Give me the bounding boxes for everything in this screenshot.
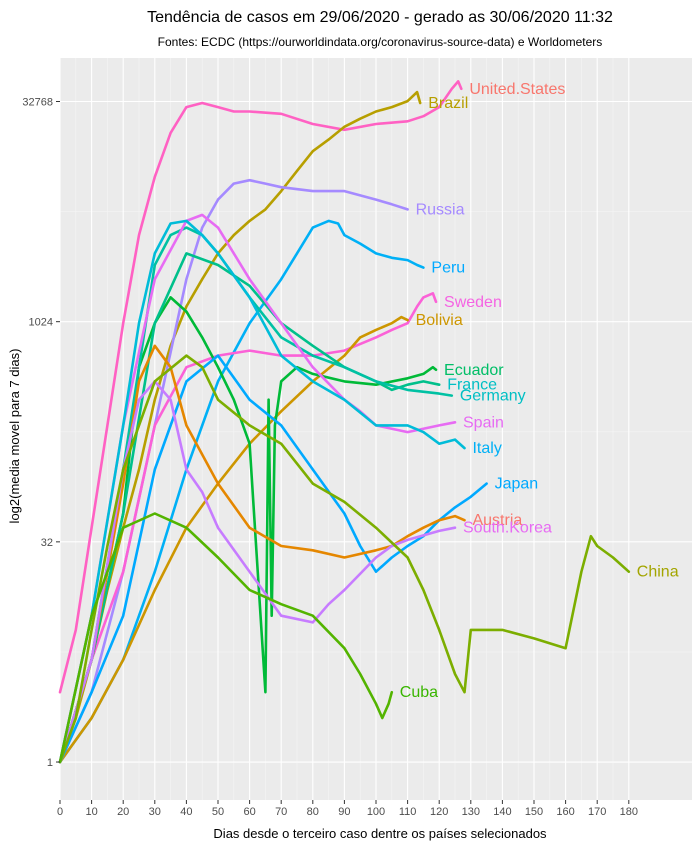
series-line-united-states (58, 80, 463, 694)
series-layer (58, 80, 631, 764)
x-tick-label: 50 (212, 806, 224, 818)
series-line-china (58, 354, 631, 764)
series-line-south-korea (58, 380, 457, 764)
series-label-ecuador: Ecuador (444, 362, 504, 379)
x-tick-label: 150 (525, 806, 543, 818)
x-tick-label: 120 (430, 806, 448, 818)
series-line-cuba (58, 512, 394, 764)
series-label-spain: Spain (463, 414, 504, 431)
series-line-austria (58, 344, 466, 764)
y-tick-label: 32 (41, 537, 53, 549)
x-tick-label: 80 (307, 806, 319, 818)
series-label-brazil: Brazil (428, 95, 468, 112)
series-label-italy: Italy (472, 440, 501, 457)
x-tick-label: 130 (462, 806, 480, 818)
series-label-austria: Austria (472, 512, 522, 529)
series-label-germany: Germany (460, 388, 526, 405)
x-tick-label: 180 (620, 806, 638, 818)
x-tick-label: 140 (493, 806, 511, 818)
series-label-japan: Japan (495, 476, 539, 493)
y-tick-label: 32768 (22, 97, 53, 109)
series-line-italy (58, 219, 466, 764)
x-tick-label: 20 (117, 806, 129, 818)
series-label-peru: Peru (431, 260, 465, 277)
x-axis-label: Dias desde o terceiro caso dentre os paí… (213, 826, 547, 841)
major-gridlines (59, 58, 692, 800)
y-axis-ticks: 1 32 1024 32768 (22, 97, 60, 769)
x-tick-label: 0 (57, 806, 63, 818)
series-label-cuba: Cuba (400, 684, 438, 701)
x-axis-ticks: 0 10 20 30 40 50 60 70 80 90 100 110 120 130 140 150 160… (57, 800, 638, 818)
series-label-united-states: United.States (469, 81, 565, 98)
chart-title: Tendência de casos em 29/06/2020 - gerad… (147, 9, 613, 26)
y-tick-label: 1 (47, 757, 53, 769)
x-tick-label: 90 (338, 806, 350, 818)
series-line-spain (58, 213, 457, 764)
chart-subtitle: Fontes: ECDC (https://ourworldindata.org… (158, 35, 603, 49)
series-label-sweden: Sweden (444, 294, 502, 311)
series-label-bolivia: Bolivia (416, 312, 463, 329)
x-tick-label: 30 (149, 806, 161, 818)
x-tick-label: 70 (275, 806, 287, 818)
x-tick-label: 160 (556, 806, 574, 818)
x-tick-label: 100 (367, 806, 385, 818)
series-line-bolivia (58, 315, 409, 764)
x-tick-label: 110 (399, 806, 417, 818)
x-tick-label: 40 (180, 806, 192, 818)
y-axis-label: log2(media movel para 7 dias) (7, 349, 22, 524)
series-label-south-korea: South.Korea (463, 520, 552, 537)
x-tick-label: 10 (85, 806, 97, 818)
x-tick-label: 170 (588, 806, 606, 818)
x-tick-label: 60 (243, 806, 255, 818)
series-label-china: China (637, 564, 679, 581)
y-tick-label: 1024 (29, 317, 53, 329)
series-label-france: France (447, 377, 497, 394)
series-line-peru (58, 219, 425, 764)
series-label-russia: Russia (416, 201, 465, 218)
